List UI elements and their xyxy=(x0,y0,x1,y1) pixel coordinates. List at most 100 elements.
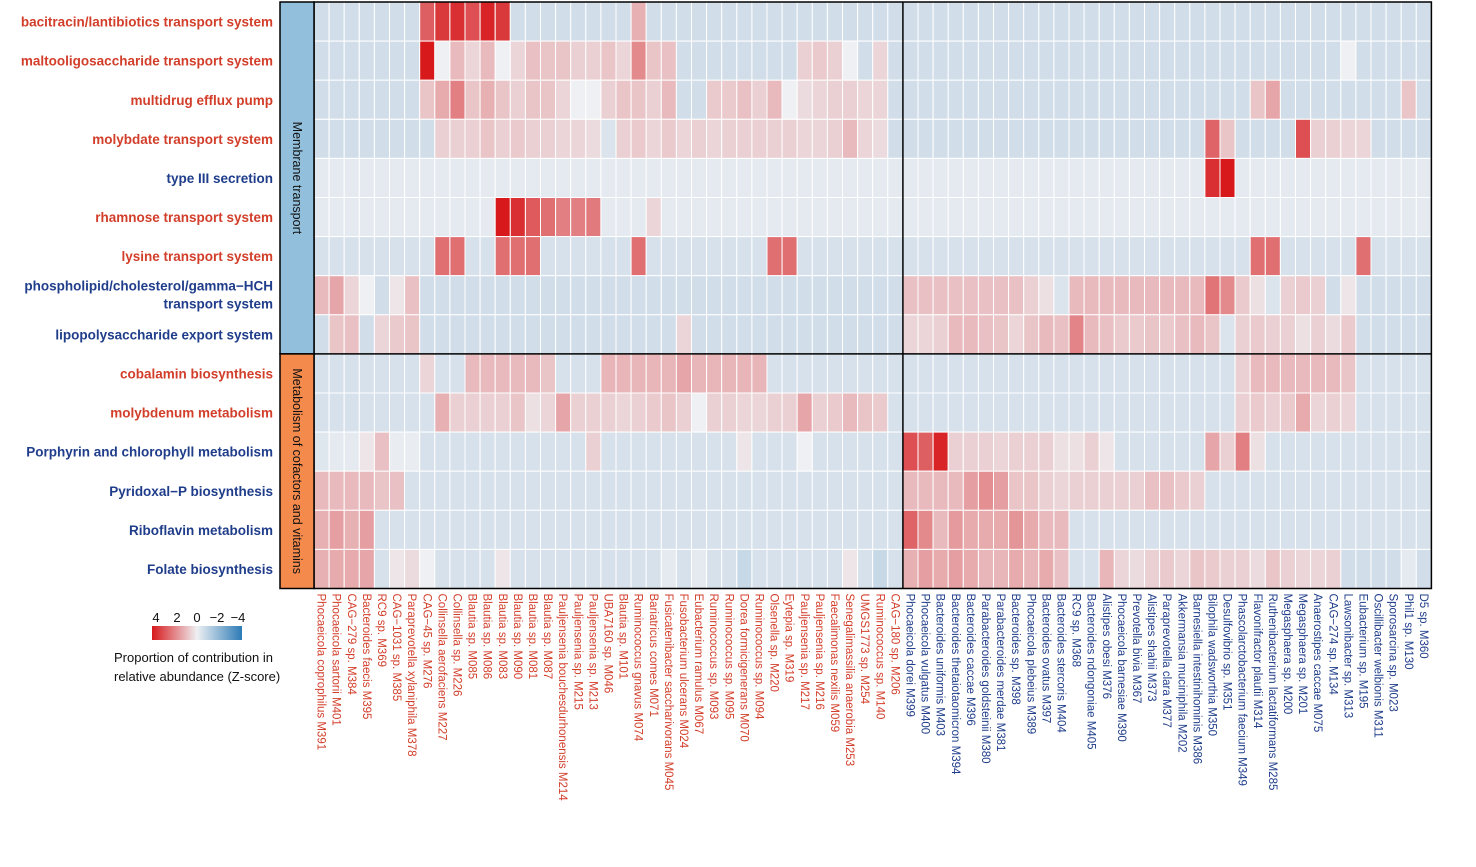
heatmap-cell xyxy=(766,353,783,394)
heatmap-cell xyxy=(1008,431,1025,472)
heatmap-cell xyxy=(1249,79,1266,120)
heatmap-cell xyxy=(328,275,345,316)
heatmap-cell xyxy=(645,548,662,590)
heatmap-cell xyxy=(1310,431,1327,472)
heatmap-cells xyxy=(280,1,1433,590)
heatmap-cell xyxy=(1038,236,1055,277)
heatmap-cell xyxy=(328,392,345,433)
heatmap-cell xyxy=(887,353,904,394)
heatmap-cell xyxy=(736,392,753,433)
heatmap-cell xyxy=(736,509,753,550)
heatmap-cell xyxy=(1189,392,1206,433)
heatmap-cell xyxy=(962,353,979,394)
heatmap-cell xyxy=(1400,392,1417,433)
heatmap-cell xyxy=(1234,157,1251,198)
heatmap-cell xyxy=(1279,275,1297,316)
heatmap-cell xyxy=(736,118,753,159)
heatmap-cell xyxy=(1189,197,1206,238)
heatmap-cell xyxy=(675,157,693,198)
heatmap-cell xyxy=(691,157,708,198)
heatmap-cell xyxy=(1068,548,1085,590)
heatmap-cell xyxy=(509,236,526,277)
column-label: Phocaeicola sartorii M401 xyxy=(330,594,342,726)
column-label: Megasphaera sp. M200 xyxy=(1281,594,1293,715)
heatmap-cell xyxy=(1144,509,1161,550)
heatmap-cell xyxy=(811,470,828,511)
heatmap-cell xyxy=(857,236,874,277)
heatmap-cell xyxy=(328,118,345,159)
heatmap-cell xyxy=(887,197,904,238)
heatmap-cell xyxy=(540,79,557,120)
heatmap-cell xyxy=(1113,275,1130,316)
heatmap-cell xyxy=(1325,1,1342,42)
heatmap-cell xyxy=(313,236,330,277)
heatmap-cell xyxy=(479,353,496,394)
heatmap-cell xyxy=(706,392,723,433)
heatmap-cell xyxy=(1038,548,1055,590)
heatmap-cell xyxy=(615,314,632,355)
heatmap-cell xyxy=(887,431,904,472)
heatmap-cell xyxy=(1038,40,1055,81)
heatmap-cell xyxy=(751,548,768,590)
heatmap-cell xyxy=(645,197,662,238)
heatmap-cell xyxy=(419,118,436,159)
heatmap-cell xyxy=(645,353,662,394)
heatmap-cell xyxy=(857,353,874,394)
heatmap-cell xyxy=(373,197,390,238)
heatmap-cell xyxy=(600,197,617,238)
heatmap-cell xyxy=(645,275,662,316)
heatmap-cell xyxy=(555,314,572,355)
heatmap-cell xyxy=(540,1,557,42)
heatmap-cell xyxy=(358,353,375,394)
heatmap-cell xyxy=(434,197,451,238)
heatmap-cell xyxy=(1325,509,1342,550)
heatmap-cell xyxy=(1128,157,1146,198)
heatmap-cell xyxy=(479,236,496,277)
column-label: Phocaeicola dorei M399 xyxy=(903,594,915,717)
heatmap-cell xyxy=(464,314,481,355)
heatmap-cell xyxy=(691,118,708,159)
heatmap-cell xyxy=(1083,197,1100,238)
legend-color-bar xyxy=(152,626,242,640)
heatmap-cell xyxy=(358,40,375,81)
heatmap-cell xyxy=(389,392,406,433)
heatmap-cell xyxy=(842,275,859,316)
column-label: Ruminococcus gnavus M074 xyxy=(632,594,644,742)
heatmap-cell xyxy=(993,275,1010,316)
heatmap-cell xyxy=(1355,392,1372,433)
heatmap-cell xyxy=(977,509,995,550)
column-label: Eubacterium sp. M195 xyxy=(1356,594,1368,709)
heatmap-cell xyxy=(1113,1,1130,42)
heatmap-cell xyxy=(1310,197,1327,238)
heatmap-cell xyxy=(1400,197,1417,238)
heatmap-cell xyxy=(358,392,375,433)
heatmap-cell xyxy=(494,236,511,277)
heatmap-cell xyxy=(1113,79,1130,120)
heatmap-cell xyxy=(887,548,904,590)
heatmap-cell xyxy=(1053,392,1070,433)
heatmap-cell xyxy=(1008,118,1025,159)
heatmap-cell xyxy=(1068,40,1085,81)
heatmap-cell xyxy=(1340,157,1357,198)
heatmap-cell xyxy=(917,1,934,42)
column-label: Fusobacterium ulcerans M024 xyxy=(677,594,689,749)
heatmap-cell xyxy=(1113,40,1130,81)
heatmap-cell xyxy=(540,431,557,472)
heatmap-cell xyxy=(887,470,904,511)
heatmap-cell xyxy=(1144,1,1161,42)
legend-tick-4: 4 xyxy=(152,610,159,625)
heatmap-cell xyxy=(842,236,859,277)
heatmap-cell xyxy=(1083,392,1100,433)
heatmap-cell xyxy=(540,118,557,159)
heatmap-cell xyxy=(1189,548,1206,590)
heatmap-cell xyxy=(1325,314,1342,355)
row-label: phospholipid/cholesterol/gamma−HCH xyxy=(24,278,273,293)
heatmap-cell xyxy=(449,431,466,472)
heatmap-cell xyxy=(1385,548,1402,590)
legend-tick-neg4: −4 xyxy=(231,610,246,625)
column-label: D5 sp. M360 xyxy=(1417,594,1429,659)
heatmap-cell xyxy=(811,118,828,159)
heatmap-cell xyxy=(630,431,647,472)
heatmap-cell xyxy=(962,314,979,355)
column-label: Pauljensenia sp. M215 xyxy=(571,594,583,710)
